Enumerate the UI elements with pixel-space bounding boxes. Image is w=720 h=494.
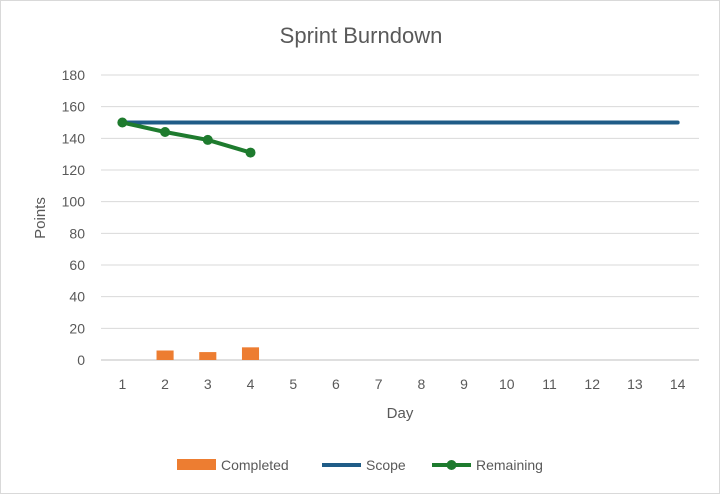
completed-bar bbox=[199, 352, 217, 360]
x-tick-label: 8 bbox=[417, 376, 425, 392]
chart-title: Sprint Burndown bbox=[280, 23, 443, 48]
legend-item-remaining: Remaining bbox=[432, 457, 543, 473]
x-tick-label: 7 bbox=[375, 376, 383, 392]
y-tick-label: 60 bbox=[69, 257, 85, 273]
remaining-point bbox=[245, 147, 256, 158]
y-tick-label: 120 bbox=[62, 162, 86, 178]
y-tick-label: 140 bbox=[62, 130, 86, 146]
completed-bar bbox=[156, 350, 174, 360]
remaining-markers bbox=[117, 117, 256, 158]
legend-marker bbox=[446, 460, 457, 470]
legend-label: Completed bbox=[221, 457, 289, 473]
y-tick-label: 180 bbox=[62, 67, 86, 83]
x-tick-label: 9 bbox=[460, 376, 468, 392]
legend: Completed Scope Remaining bbox=[177, 457, 543, 473]
legend-swatch bbox=[177, 459, 216, 470]
remaining-point bbox=[202, 134, 213, 145]
x-tick-label: 12 bbox=[584, 376, 600, 392]
legend-label: Scope bbox=[366, 457, 406, 473]
x-tick-label: 6 bbox=[332, 376, 340, 392]
x-tick-label: 10 bbox=[499, 376, 515, 392]
y-tick-label: 160 bbox=[62, 99, 86, 115]
y-tick-label: 20 bbox=[69, 320, 85, 336]
x-tick-label: 13 bbox=[627, 376, 643, 392]
y-tick-label: 40 bbox=[69, 289, 85, 305]
series-lines bbox=[120, 120, 680, 155]
x-axis-title: Day bbox=[387, 405, 414, 422]
remaining-point bbox=[160, 127, 171, 137]
y-tick-label: 80 bbox=[69, 225, 85, 241]
remaining-point bbox=[117, 117, 128, 128]
x-tick-label: 1 bbox=[118, 376, 126, 392]
x-tick-label: 14 bbox=[670, 376, 686, 392]
y-axis-ticks: 0 20 40 60 80 100 120 140 160 180 bbox=[62, 67, 86, 368]
completed-bars bbox=[156, 347, 260, 360]
x-axis-ticks: 1 2 3 4 5 6 7 8 9 10 11 12 13 14 bbox=[118, 376, 685, 392]
remaining-line bbox=[120, 120, 253, 155]
y-tick-label: 0 bbox=[77, 352, 85, 368]
gridlines bbox=[101, 74, 699, 361]
y-axis-title: Points bbox=[32, 197, 49, 239]
x-tick-label: 3 bbox=[204, 376, 212, 392]
legend-item-scope: Scope bbox=[322, 457, 406, 473]
x-tick-label: 4 bbox=[247, 376, 255, 392]
x-tick-label: 2 bbox=[161, 376, 169, 392]
x-tick-label: 11 bbox=[542, 376, 557, 392]
completed-bar bbox=[241, 347, 260, 360]
legend-item-completed: Completed bbox=[177, 457, 289, 473]
legend-label: Remaining bbox=[476, 457, 543, 473]
y-tick-label: 100 bbox=[62, 194, 86, 210]
x-tick-label: 5 bbox=[289, 376, 297, 392]
